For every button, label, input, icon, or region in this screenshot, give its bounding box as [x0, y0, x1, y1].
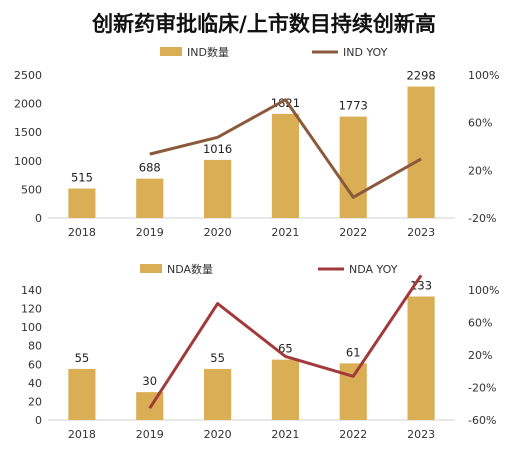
ind-bar-data-label: 515: [71, 171, 93, 185]
nda-bar-data-label: 55: [210, 351, 225, 365]
ind-x-tick-label: 2018: [68, 226, 96, 239]
ind-bar-data-label: 1821: [271, 96, 300, 110]
nda-legend-bar-label: NDA数量: [167, 263, 213, 276]
nda-legend-bar-swatch: [140, 264, 162, 273]
nda-bar: [271, 359, 299, 420]
nda-x-tick-label: 2022: [339, 428, 367, 441]
chart-title: 创新药审批临床/上市数目持续创新高: [92, 11, 436, 36]
nda-y-left-tick: 0: [35, 414, 42, 427]
nda-y-right-tick: 20%: [468, 349, 492, 362]
ind-bar: [136, 178, 164, 218]
nda-y-left-tick: 40: [28, 377, 42, 390]
ind-y-right-tick: -20%: [468, 212, 496, 225]
nda-x-tick-label: 2018: [68, 428, 96, 441]
nda-x-tick-label: 2020: [204, 428, 232, 441]
ind-legend-line-label: IND YOY: [343, 46, 388, 59]
ind-y-left-tick: 500: [21, 183, 42, 196]
nda-bar-data-label: 55: [75, 351, 90, 365]
ind-bar: [204, 159, 232, 218]
nda-y-left-tick: 120: [21, 303, 42, 316]
nda-y-left-tick: 80: [28, 340, 42, 353]
nda-bar-data-label: 30: [142, 374, 157, 388]
ind-bar: [339, 116, 367, 218]
ind-x-tick-label: 2023: [407, 226, 435, 239]
ind-x-tick-label: 2021: [271, 226, 299, 239]
nda-x-tick-label: 2021: [271, 428, 299, 441]
ind-y-left-tick: 1000: [14, 155, 42, 168]
nda-y-right-tick: 60%: [468, 317, 492, 330]
ind-bar: [68, 188, 96, 218]
nda-yoy-line: [148, 274, 423, 410]
ind-y-left-tick: 1500: [14, 126, 42, 139]
nda-bar-data-label: 61: [346, 345, 361, 359]
ind-legend-bar-label: IND数量: [187, 46, 229, 59]
ind-bar: [271, 113, 299, 218]
ind-bar-data-label: 2298: [406, 69, 435, 83]
nda-bar: [339, 363, 367, 420]
ind-x-tick-label: 2022: [339, 226, 367, 239]
ind-y-right-tick: 100%: [468, 69, 499, 82]
ind-bar-data-label: 688: [139, 161, 161, 175]
nda-y-left-tick: 100: [21, 321, 42, 334]
ind-legend-bar-swatch: [160, 47, 182, 56]
ind-bar-data-label: 1773: [339, 99, 368, 113]
ind-x-tick-label: 2020: [204, 226, 232, 239]
nda-bar: [407, 296, 435, 420]
nda-y-left-tick: 140: [21, 284, 42, 297]
nda-x-tick-label: 2023: [407, 428, 435, 441]
nda-x-tick-label: 2019: [136, 428, 164, 441]
nda-bar: [68, 368, 96, 420]
nda-y-right-tick: 100%: [468, 284, 499, 297]
nda-legend-line-label: NDA YOY: [349, 263, 398, 276]
nda-y-right-tick: -60%: [468, 414, 496, 427]
ind-yoy-line: [149, 98, 422, 199]
ind-x-tick-label: 2019: [136, 226, 164, 239]
nda-bar: [204, 368, 232, 420]
ind-y-right-tick: 60%: [468, 117, 492, 130]
nda-y-left-tick: 20: [28, 395, 42, 408]
nda-y-right-tick: -20%: [468, 382, 496, 395]
ind-y-left-tick: 0: [35, 212, 42, 225]
ind-bar-data-label: 1016: [203, 142, 232, 156]
nda-y-left-tick: 60: [28, 358, 42, 371]
ind-bar: [407, 86, 435, 218]
ind-y-left-tick: 2000: [14, 98, 42, 111]
ind-y-right-tick: 20%: [468, 164, 492, 177]
ind-y-left-tick: 2500: [14, 69, 42, 82]
